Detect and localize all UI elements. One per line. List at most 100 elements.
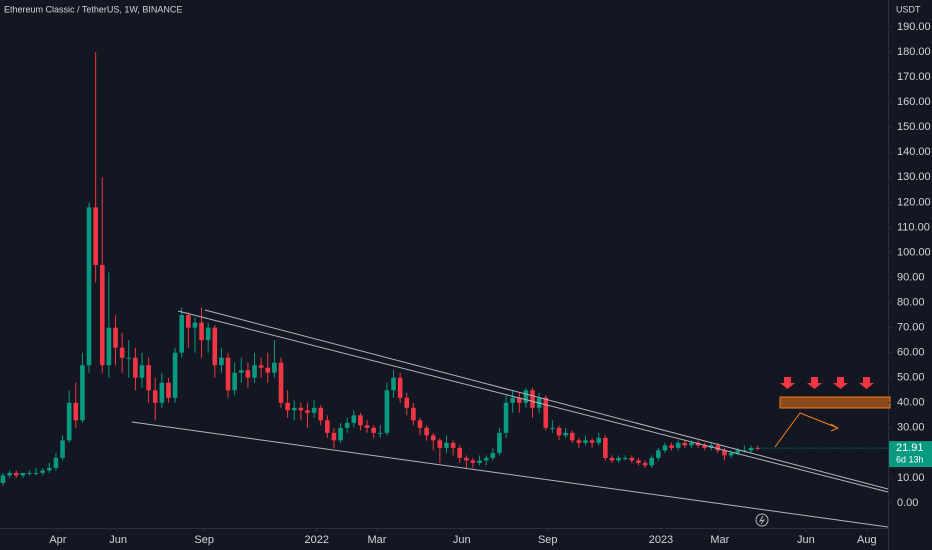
candle-body bbox=[172, 352, 178, 398]
candle-body bbox=[285, 402, 290, 411]
candle-body bbox=[272, 362, 277, 373]
candle-body bbox=[556, 427, 562, 436]
candle-body bbox=[325, 420, 330, 433]
candle-body bbox=[152, 390, 158, 403]
x-tick-label: Mar bbox=[368, 534, 387, 546]
candle-body bbox=[7, 472, 12, 476]
candle-body bbox=[417, 420, 423, 428]
event-icon-bolt bbox=[758, 515, 766, 525]
candle-body bbox=[119, 347, 125, 358]
trendline bbox=[177, 310, 889, 493]
candle-body bbox=[133, 357, 138, 378]
candle-body bbox=[483, 457, 489, 461]
candle-body bbox=[199, 322, 204, 341]
target-zone bbox=[779, 396, 891, 409]
candle-body bbox=[66, 402, 72, 441]
y-tick-label: 190.00 bbox=[897, 21, 931, 33]
candle-body bbox=[477, 460, 482, 463]
candle-body bbox=[47, 467, 52, 471]
y-tick-label: 30.00 bbox=[897, 422, 925, 434]
candle-body bbox=[523, 390, 529, 403]
x-tick-label: Jun bbox=[797, 534, 815, 546]
candle-body bbox=[728, 452, 734, 456]
candle-body bbox=[490, 452, 496, 458]
candle-body bbox=[609, 457, 615, 461]
y-tick-label: 140.00 bbox=[897, 146, 931, 158]
candle-body bbox=[27, 472, 32, 474]
candle-body bbox=[457, 447, 463, 458]
candle-body bbox=[563, 432, 568, 436]
candle-body bbox=[351, 415, 357, 423]
candle-body bbox=[497, 432, 502, 453]
candle-body bbox=[384, 390, 390, 433]
candle-body bbox=[450, 442, 456, 448]
axis-unit: USDT bbox=[896, 4, 921, 14]
candle-body bbox=[689, 442, 694, 446]
candle-body bbox=[748, 447, 754, 451]
candle-body bbox=[344, 422, 350, 428]
candle-body bbox=[146, 365, 151, 391]
y-tick-label: 160.00 bbox=[897, 96, 931, 108]
candle-body bbox=[113, 327, 118, 348]
y-tick-label: 70.00 bbox=[897, 322, 925, 334]
candle-body bbox=[238, 370, 244, 373]
candle-body bbox=[669, 445, 674, 448]
candle-body bbox=[311, 407, 317, 413]
candle-body bbox=[649, 457, 654, 466]
candle-body bbox=[205, 327, 211, 341]
y-tick-label: 170.00 bbox=[897, 71, 931, 83]
x-tick-label: Jun bbox=[453, 534, 471, 546]
y-tick-label: 130.00 bbox=[897, 171, 931, 183]
candle-body bbox=[510, 397, 515, 403]
candle-body bbox=[437, 440, 443, 448]
candle-body bbox=[159, 382, 165, 403]
candle-body bbox=[682, 442, 688, 446]
candle-body bbox=[258, 365, 264, 368]
candle-body bbox=[364, 425, 370, 428]
candle-body bbox=[331, 432, 337, 441]
candle-body bbox=[656, 450, 661, 458]
candle-body bbox=[722, 450, 727, 456]
candle-body bbox=[755, 447, 760, 449]
candle-body bbox=[212, 327, 218, 366]
candle-body bbox=[569, 432, 575, 441]
candle-body bbox=[232, 372, 237, 391]
candle-body bbox=[576, 440, 582, 443]
candle-body bbox=[53, 457, 59, 468]
candle-body bbox=[0, 475, 6, 483]
candle-body bbox=[33, 472, 39, 474]
candle-body bbox=[139, 365, 145, 378]
trendline bbox=[204, 309, 889, 490]
candle-body bbox=[503, 402, 509, 433]
candle-body bbox=[99, 265, 105, 366]
candle-body bbox=[192, 322, 198, 328]
event-icon[interactable] bbox=[755, 513, 769, 527]
candle-body bbox=[179, 315, 185, 353]
candle-body bbox=[589, 440, 595, 443]
x-tick-label: Aug bbox=[857, 534, 877, 546]
candle-body bbox=[371, 427, 376, 433]
candle-body bbox=[40, 470, 45, 473]
x-tick-label: Mar bbox=[710, 534, 729, 546]
y-tick-label: 40.00 bbox=[897, 397, 925, 409]
candle-body bbox=[583, 440, 588, 443]
candle-body bbox=[305, 410, 310, 413]
candle-body bbox=[735, 450, 741, 453]
candle-body bbox=[550, 427, 555, 429]
candle-body bbox=[225, 357, 231, 391]
candle-body bbox=[530, 390, 535, 408]
y-tick-label: 0.00 bbox=[897, 497, 918, 509]
candle-body bbox=[93, 207, 98, 265]
trendline bbox=[131, 421, 889, 528]
candle-body bbox=[106, 327, 112, 366]
candle-body bbox=[13, 472, 19, 476]
candle-body bbox=[662, 445, 668, 451]
y-tick-label: 50.00 bbox=[897, 372, 925, 384]
candle-body bbox=[298, 407, 304, 411]
candle-body bbox=[430, 435, 436, 441]
candle-body bbox=[603, 437, 608, 458]
x-tick-label: Jun bbox=[109, 534, 127, 546]
y-tick-label: 90.00 bbox=[897, 271, 925, 283]
candle-body bbox=[186, 315, 191, 328]
